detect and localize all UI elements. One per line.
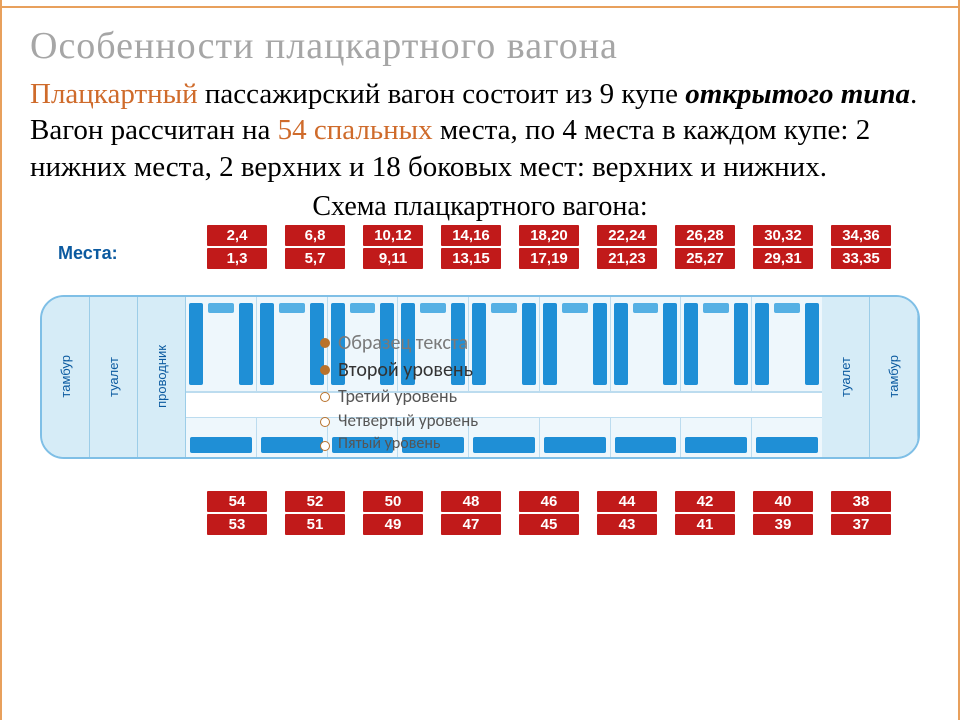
seat-tag: 17,19 (519, 248, 579, 269)
room-туалет: туалет (90, 297, 138, 457)
seat-tag: 43 (597, 514, 657, 535)
seat-tag: 44 (597, 491, 657, 512)
seat-tag: 49 (363, 514, 423, 535)
wagon-body: тамбуртуалетпроводник туалеттамбур (40, 295, 920, 459)
seat-tag: 46 (519, 491, 579, 512)
word-platzkart: Плацкартный (30, 78, 198, 110)
side-seat (186, 418, 257, 457)
side-seat (328, 418, 399, 457)
compartment (752, 297, 822, 391)
seat-tag: 42 (675, 491, 735, 512)
seat-tag: 48 (441, 491, 501, 512)
seat-tag: 37 (831, 514, 891, 535)
seat-tag: 9,11 (363, 248, 423, 269)
seat-tag: 5,7 (285, 248, 345, 269)
seat-tag: 25,27 (675, 248, 735, 269)
seat-tag: 45 (519, 514, 579, 535)
seat-tag: 30,32 (753, 225, 813, 246)
side-seat (540, 418, 611, 457)
side-seat (398, 418, 469, 457)
seat-tag: 26,28 (675, 225, 735, 246)
room-тамбур: тамбур (42, 297, 90, 457)
seat-tag: 21,23 (597, 248, 657, 269)
compartment (469, 297, 540, 391)
seat-tag: 29,31 (753, 248, 813, 269)
body-paragraph: Плацкартный пассажирский вагон состоит и… (30, 76, 930, 185)
seat-tag: 10,12 (363, 225, 423, 246)
side-seat (469, 418, 540, 457)
room-тамбур: тамбур (870, 297, 918, 457)
compartment (540, 297, 611, 391)
compartment (398, 297, 469, 391)
room-проводник: проводник (138, 297, 186, 457)
seat-tag: 34,36 (831, 225, 891, 246)
seat-tag: 40 (753, 491, 813, 512)
seat-tag: 6,8 (285, 225, 345, 246)
seat-tag: 52 (285, 491, 345, 512)
seat-tag: 13,15 (441, 248, 501, 269)
seat-tag: 38 (831, 491, 891, 512)
top-seat-labels: 2,41,3 6,85,7 10,129,11 14,1613,15 18,2017,1… (30, 225, 930, 269)
seat-tag: 2,4 (207, 225, 267, 246)
seat-tag: 14,16 (441, 225, 501, 246)
room-туалет: туалет (822, 297, 870, 457)
side-seat (681, 418, 752, 457)
compartment (611, 297, 682, 391)
compartment (257, 297, 328, 391)
seat-tag: 54 (207, 491, 267, 512)
compartment (328, 297, 399, 391)
seat-tag: 1,3 (207, 248, 267, 269)
page-title: Особенности плацкартного вагона (30, 24, 930, 68)
seat-tag: 33,35 (831, 248, 891, 269)
side-seat (752, 418, 822, 457)
side-seat (257, 418, 328, 457)
bottom-seat-labels: 5453 5251 5049 4847 4645 4443 4241 4039 3837 (30, 491, 930, 535)
compartment (681, 297, 752, 391)
seat-tag: 22,24 (597, 225, 657, 246)
seat-tag: 47 (441, 514, 501, 535)
diagram-subtitle: Схема плацкартного вагона: (30, 191, 930, 223)
seat-tag: 41 (675, 514, 735, 535)
wagon-diagram: Места: 2,41,36,85,710,129,1114,1613,1518… (30, 225, 930, 535)
seat-tag: 39 (753, 514, 813, 535)
word-54: 54 спальных (278, 114, 433, 146)
compartment (186, 297, 257, 391)
side-seat (611, 418, 682, 457)
seat-tag: 53 (207, 514, 267, 535)
seat-tag: 51 (285, 514, 345, 535)
seat-tag: 50 (363, 491, 423, 512)
seat-tag: 18,20 (519, 225, 579, 246)
